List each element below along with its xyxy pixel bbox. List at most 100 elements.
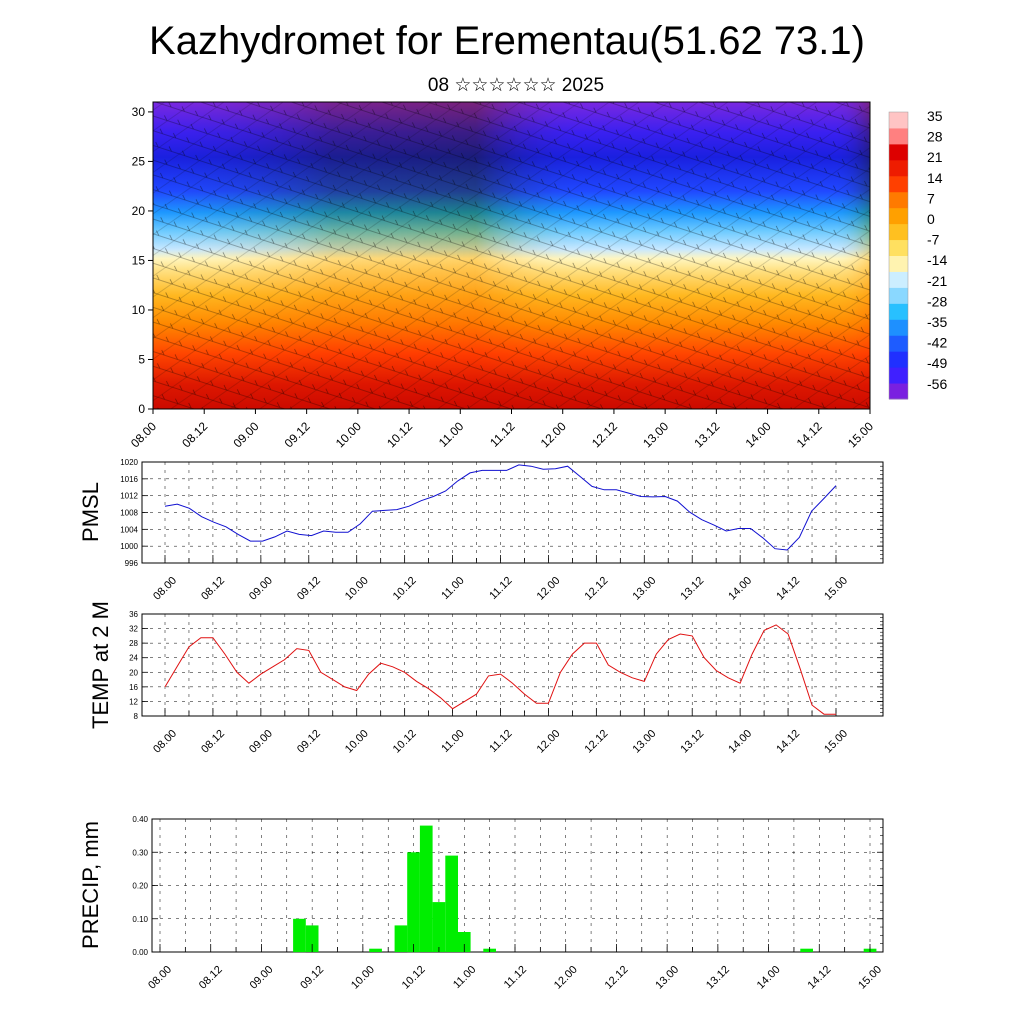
pmsl-y-tick-label: 1000 bbox=[120, 542, 138, 551]
heatmap-x-tick-label: 12.00 bbox=[538, 419, 569, 450]
precip-x-tick-label: 13.12 bbox=[704, 964, 732, 992]
heatmap-y-tick-label: 5 bbox=[138, 352, 145, 366]
precip-x-tick-label: 12.00 bbox=[552, 964, 580, 992]
colorbar-label: 35 bbox=[927, 108, 943, 124]
pmsl-x-tick-label: 09.12 bbox=[295, 575, 323, 603]
colorbar-label: -56 bbox=[927, 376, 947, 392]
heatmap-x-tick-label: 13.00 bbox=[640, 419, 671, 450]
colorbar-band bbox=[889, 223, 908, 241]
temp-series-line bbox=[164, 624, 836, 715]
colorbar-band bbox=[889, 112, 908, 129]
colorbar-frame bbox=[888, 111, 909, 400]
colorbar-label: 28 bbox=[927, 129, 943, 145]
temp-y-tick-label: 20 bbox=[129, 668, 138, 677]
pmsl-grid bbox=[142, 461, 883, 564]
pmsl-y-axis: 996 1000 1004 1008 1012 1016 1020 bbox=[120, 458, 883, 568]
heatmap-x-tick-label: 09.12 bbox=[282, 419, 313, 450]
pmsl-x-tick-label: 08.00 bbox=[151, 575, 179, 603]
precip-bar bbox=[800, 948, 813, 952]
precip-bar bbox=[394, 925, 408, 952]
colorbar-label: -21 bbox=[927, 273, 947, 289]
precip-x-tick-label: 13.00 bbox=[653, 964, 681, 992]
pmsl-ylabel: PMSL bbox=[78, 482, 103, 542]
colorbar-band bbox=[889, 175, 908, 193]
temp-y-tick-label: 16 bbox=[129, 683, 138, 692]
precip-x-tick-label: 08.00 bbox=[146, 964, 174, 992]
pmsl-x-tick-label: 10.00 bbox=[343, 575, 371, 603]
pmsl-y-tick-label: 1020 bbox=[120, 458, 138, 467]
temp-x-tick-label: 09.12 bbox=[295, 728, 323, 756]
temp-x-tick-label: 09.00 bbox=[247, 728, 275, 756]
precip-x-tick-label: 14.00 bbox=[755, 964, 783, 992]
precip-x-tick-label: 10.12 bbox=[400, 964, 428, 992]
colorbar-band bbox=[889, 239, 908, 256]
heatmap-y-tick-label: 20 bbox=[132, 204, 146, 218]
precip-x-tick-label: 11.12 bbox=[502, 964, 529, 991]
temp-x-tick-label: 11.00 bbox=[439, 728, 466, 755]
pmsl-y-tick-label: 1008 bbox=[120, 509, 138, 518]
precip-bars bbox=[293, 825, 877, 953]
temp-x-tick-label: 14.00 bbox=[726, 728, 754, 756]
precip-bar bbox=[369, 948, 382, 952]
precip-x-tick-label: 11.00 bbox=[451, 964, 478, 991]
pmsl-y-tick-label: 1016 bbox=[120, 475, 138, 484]
heatmap-y-tick-label: 0 bbox=[138, 402, 145, 416]
colorbar-band bbox=[889, 335, 908, 352]
precip-x-tick-label: 10.00 bbox=[349, 964, 377, 992]
pmsl-x-tick-label: 12.00 bbox=[535, 575, 563, 603]
heatmap-x-tick-label: 15.00 bbox=[845, 419, 876, 450]
precip-bar bbox=[419, 825, 433, 952]
colorbar-label: -35 bbox=[927, 314, 947, 330]
heatmap-y-tick-label: 10 bbox=[132, 303, 146, 317]
colorbar-label: -28 bbox=[927, 293, 947, 309]
heatmap-y-tick-label: 30 bbox=[132, 105, 146, 119]
temp-x-tick-label: 08.00 bbox=[151, 728, 179, 756]
precip-y-tick-label: 0.30 bbox=[132, 848, 148, 857]
precip-y-tick-label: 0.20 bbox=[132, 882, 148, 891]
precip-x-tick-label: 09.00 bbox=[248, 964, 276, 992]
precip-bar bbox=[407, 852, 420, 953]
temp-y-tick-label: 32 bbox=[129, 625, 138, 634]
precip-y-axis: 0.00 0.10 0.20 0.30 0.40 bbox=[132, 815, 883, 957]
pmsl-x-tick-label: 11.12 bbox=[487, 575, 514, 602]
pmsl-x-tick-label: 09.00 bbox=[247, 575, 275, 603]
colorbar-label: 0 bbox=[927, 211, 935, 227]
colorbar-band bbox=[889, 367, 908, 384]
colorbar-band bbox=[889, 159, 908, 177]
temp-grid bbox=[142, 613, 883, 717]
pmsl-x-tick-label: 14.12 bbox=[774, 575, 802, 603]
heatmap-y-tick-label: 25 bbox=[132, 154, 146, 168]
pmsl-y-tick-label: 996 bbox=[125, 559, 139, 568]
heatmap-x-tick-label: 11.00 bbox=[436, 419, 467, 450]
colorbar-band bbox=[889, 287, 908, 304]
page-subtitle: 08 ☆☆☆☆☆☆ 2025 bbox=[428, 75, 604, 96]
precip-bar bbox=[457, 932, 471, 952]
precip-ylabel: PRECIP, mm bbox=[78, 821, 103, 949]
colorbar-band bbox=[889, 383, 908, 400]
temp-x-tick-label: 08.12 bbox=[199, 728, 227, 756]
heatmap-x-tick-label: 10.12 bbox=[384, 419, 415, 450]
colorbar-bands bbox=[889, 112, 908, 400]
pmsl-x-tick-label: 13.00 bbox=[630, 575, 658, 603]
pmsl-y-tick-label: 1004 bbox=[120, 525, 138, 534]
heatmap-x-tick-label: 12.12 bbox=[589, 419, 620, 450]
precip-x-tick-label: 14.12 bbox=[805, 964, 833, 992]
pmsl-x-axis: 08.00 08.12 09.00 09.12 10.00 10.12 11.00 11.12… bbox=[151, 555, 850, 603]
colorbar: 35 28 21 14 7 0 -7 -14 -21 -28 -35 -42 -49 -56 bbox=[888, 108, 947, 400]
colorbar-band bbox=[889, 351, 908, 368]
colorbar-label: 14 bbox=[927, 170, 943, 186]
temp-y-tick-label: 8 bbox=[134, 712, 139, 721]
colorbar-band bbox=[889, 191, 908, 209]
pmsl-y-tick-label: 1012 bbox=[120, 492, 138, 501]
temp-x-tick-label: 13.12 bbox=[678, 728, 706, 756]
precip-bar bbox=[445, 855, 458, 952]
precip-bar bbox=[305, 925, 319, 952]
temp-y-axis: 8 12 16 20 24 28 32 36 bbox=[129, 610, 883, 721]
colorbar-band bbox=[889, 207, 908, 225]
page-title: Kazhydromet for Erementau(51.62 73.1) bbox=[149, 19, 865, 63]
precip-x-axis: 08.00 08.12 09.00 09.12 10.00 10.12 11.00 11.12… bbox=[146, 944, 884, 992]
temp-x-tick-label: 11.12 bbox=[487, 728, 514, 755]
temp-x-tick-label: 12.12 bbox=[583, 728, 611, 756]
heatmap-x-tick-label: 08.12 bbox=[179, 419, 210, 450]
temp-panel: 8 12 16 20 24 28 32 36 08.00 08.12 09.00 09.12 10.0… bbox=[88, 601, 884, 756]
